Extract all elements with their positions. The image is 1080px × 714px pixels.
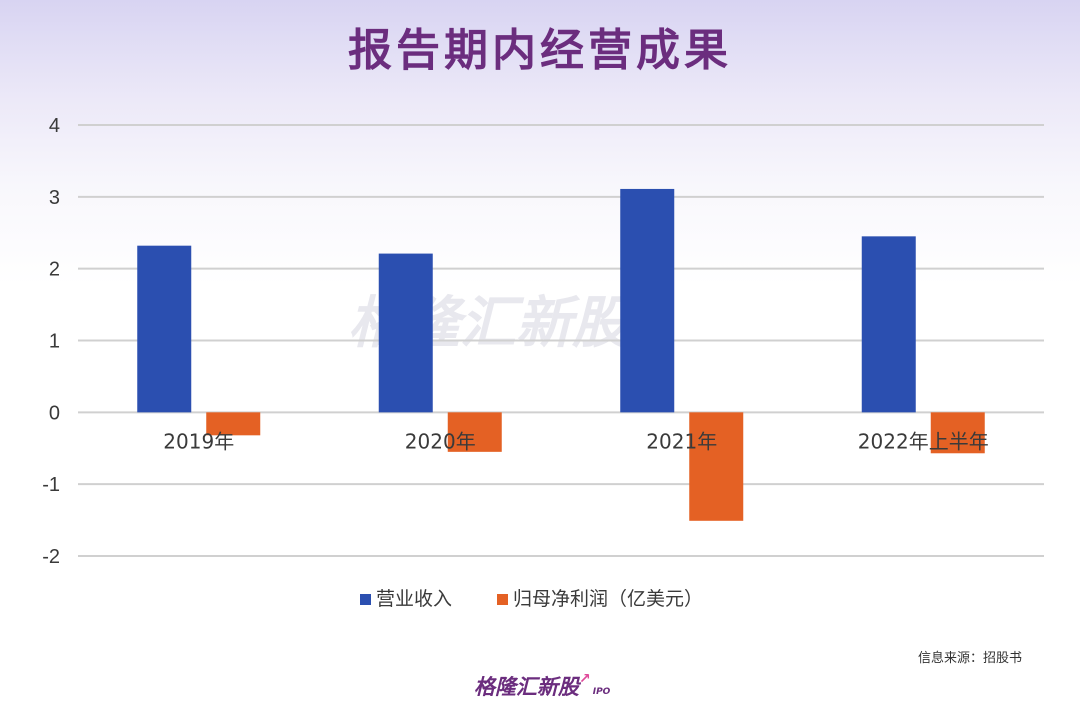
y-tick-label: 1 bbox=[49, 331, 60, 353]
source-note: 信息来源：招股书 bbox=[917, 651, 1022, 666]
bar-profit bbox=[930, 412, 985, 454]
arrow-icon: ↗ bbox=[579, 671, 591, 687]
legend-swatch-revenue bbox=[360, 594, 371, 605]
x-tick-label: 2022年上半年 bbox=[858, 429, 989, 453]
y-tick-label: 0 bbox=[49, 402, 60, 424]
x-tick-label: 2021年 bbox=[646, 429, 717, 453]
bar-revenue bbox=[378, 253, 433, 413]
bar-revenue bbox=[861, 236, 916, 413]
bar-profit bbox=[447, 412, 502, 452]
legend-swatch-profit bbox=[497, 594, 508, 605]
y-tick-label: 2 bbox=[49, 259, 60, 281]
y-tick-label: 3 bbox=[49, 187, 60, 209]
y-tick-label: 4 bbox=[49, 115, 60, 137]
brand-logo: 格隆汇新股↗IPO bbox=[474, 671, 611, 699]
legend-label-profit: 归母净利润（亿美元） bbox=[513, 588, 703, 610]
y-tick-label: -2 bbox=[42, 546, 60, 568]
bar-profit bbox=[206, 412, 261, 436]
bar-revenue bbox=[620, 188, 675, 413]
x-tick-label: 2020年 bbox=[405, 429, 476, 453]
bar-profit bbox=[689, 412, 744, 521]
y-tick-label: -1 bbox=[42, 474, 60, 496]
bar-revenue bbox=[137, 245, 192, 413]
page-title: 报告期内经营成果 bbox=[348, 25, 732, 76]
x-tick-label: 2019年 bbox=[163, 429, 234, 453]
legend-label-revenue: 营业收入 bbox=[376, 588, 452, 610]
